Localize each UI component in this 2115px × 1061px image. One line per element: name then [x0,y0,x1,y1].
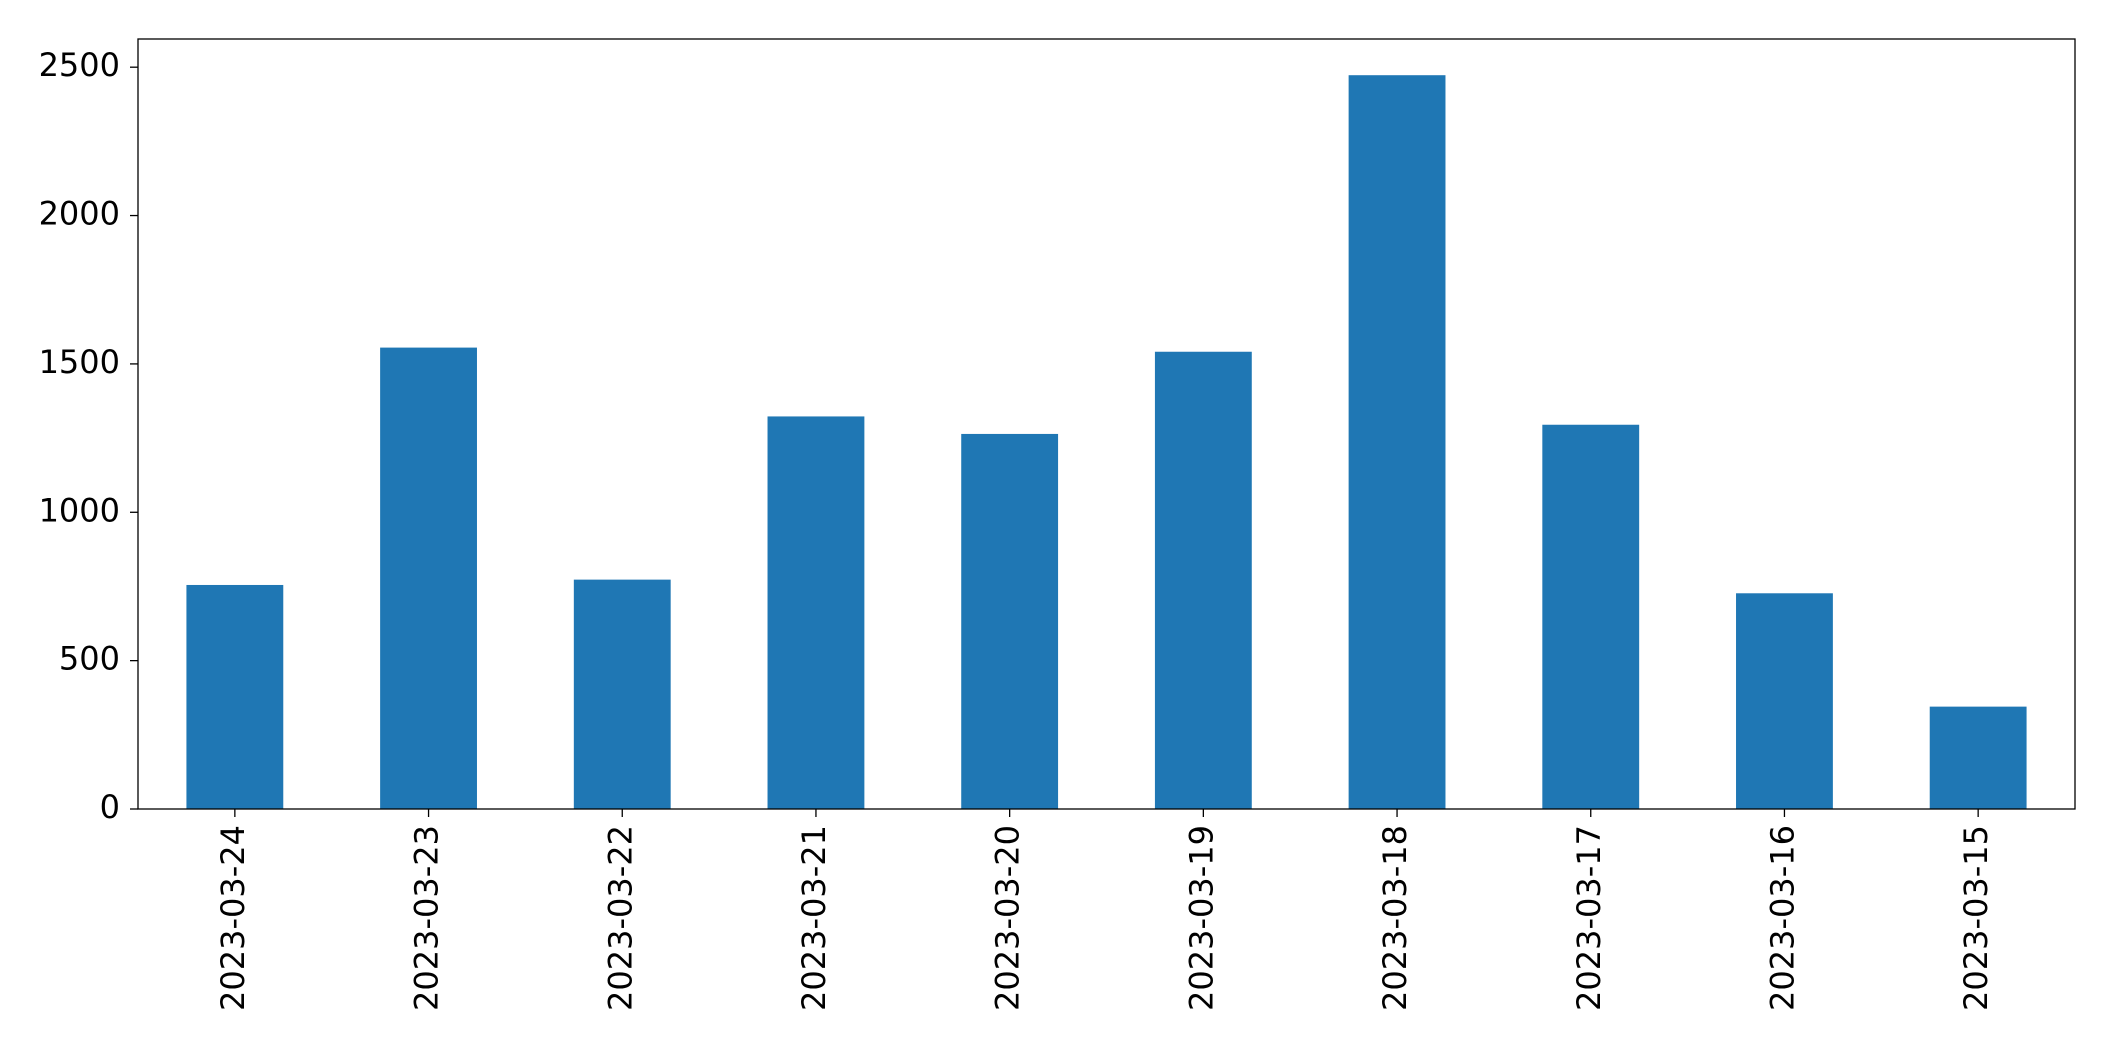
bar [186,584,284,809]
y-tick-label: 2000 [39,195,120,233]
x-tick-label: 2023-03-23 [408,825,446,1011]
bar [1736,593,1833,809]
bar [961,433,1059,809]
x-tick-label: 2023-03-15 [1957,825,1995,1011]
y-tick-label: 1500 [39,343,120,381]
y-tick-label: 2500 [39,46,120,84]
bar [573,579,671,809]
bar [1542,424,1640,809]
plot-frame [137,38,2076,810]
y-tick-label: 0 [100,788,120,826]
y-tick-label: 1000 [39,491,120,529]
x-tick-label: 2023-03-20 [989,825,1027,1011]
bar [1929,706,2027,809]
bar [1154,351,1252,809]
bar [767,416,865,809]
x-tick-label: 2023-03-22 [601,825,639,1011]
bar [1348,75,1446,810]
y-tick-label: 500 [59,640,120,678]
x-tick-label: 2023-03-21 [795,825,833,1011]
x-tick-label: 2023-03-18 [1376,825,1414,1011]
bar [380,347,477,809]
x-tick-label: 2023-03-17 [1570,825,1608,1011]
x-tick-label: 2023-03-19 [1182,825,1220,1011]
x-tick-label: 2023-03-24 [214,825,252,1011]
x-tick-label: 2023-03-16 [1763,825,1801,1011]
